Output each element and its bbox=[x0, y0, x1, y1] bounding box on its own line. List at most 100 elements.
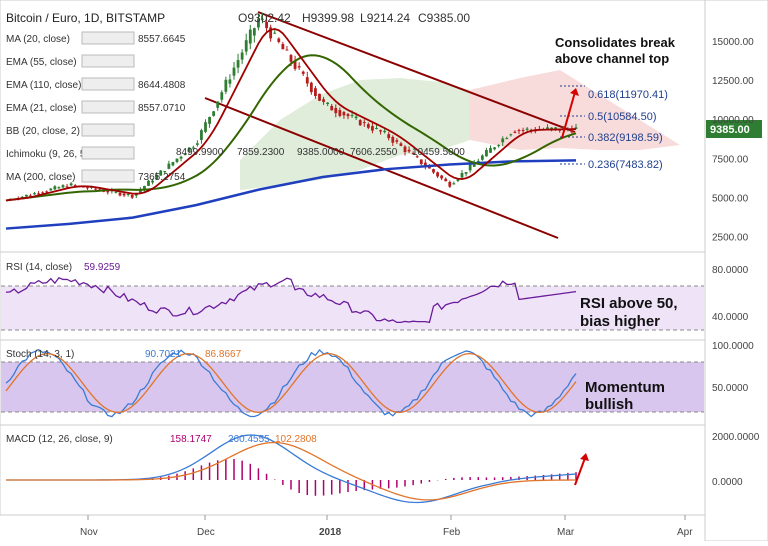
candle-body bbox=[448, 181, 452, 187]
candle-body bbox=[195, 143, 199, 145]
legend-label-3: EMA (21, close) bbox=[6, 103, 77, 114]
candle-body bbox=[155, 174, 159, 180]
candle-body bbox=[371, 126, 374, 131]
legend-controls-6 bbox=[81, 169, 135, 183]
candle-body bbox=[269, 27, 273, 39]
candle-body bbox=[574, 127, 578, 129]
candle-body bbox=[489, 148, 492, 153]
annotation-main-line2: above channel top bbox=[555, 51, 669, 66]
candle-body bbox=[326, 102, 330, 105]
candle-body bbox=[106, 190, 110, 193]
fib-label-50: 0.5(10584.50) bbox=[588, 111, 657, 123]
rsi-line bbox=[5, 276, 577, 324]
candle-body bbox=[338, 110, 342, 116]
candle-body bbox=[521, 129, 525, 131]
price-tick-2: 10000.00 bbox=[712, 115, 754, 126]
candle-body bbox=[114, 191, 118, 193]
rsi-legend-label: RSI (14, close) bbox=[6, 262, 72, 273]
stoch-tick-0: 100.0000 bbox=[712, 341, 754, 352]
ohlc-o: O9302.42 bbox=[238, 11, 291, 25]
candle-body bbox=[118, 192, 122, 196]
candle-body bbox=[248, 29, 252, 44]
ohlc-l: L9214.24 bbox=[360, 11, 410, 25]
candle-body bbox=[29, 195, 32, 197]
stoch-legend-label: Stoch (14, 3, 1) bbox=[6, 349, 74, 360]
breakout-arrow bbox=[561, 91, 576, 139]
legend-label-6: MA (200, close) bbox=[6, 172, 75, 183]
candle-body bbox=[460, 173, 464, 178]
macd-histogram bbox=[37, 459, 577, 496]
candle-body bbox=[285, 49, 289, 51]
candle-body bbox=[167, 163, 171, 169]
ichimoku-value-3: 7606.2550 bbox=[350, 147, 398, 158]
axis-ticks: 15000.00 12500.00 10000.00 7500.00 5000.00 25… bbox=[80, 37, 760, 538]
legend-controls-3 bbox=[81, 100, 135, 114]
candle-body bbox=[41, 192, 45, 194]
candle-body bbox=[204, 122, 207, 132]
candle-body bbox=[49, 188, 53, 191]
ichimoku-value-4: 10459.5000 bbox=[412, 147, 465, 158]
candle-body bbox=[497, 145, 501, 147]
candle-body bbox=[436, 172, 439, 177]
candle-body bbox=[257, 18, 260, 28]
candle-body bbox=[550, 127, 553, 130]
legend-value-6: 7365.2754 bbox=[138, 172, 186, 183]
candle-body bbox=[444, 178, 448, 182]
candle-body bbox=[65, 186, 69, 188]
candle-body bbox=[546, 127, 549, 130]
candle-body bbox=[407, 149, 411, 152]
candle-body bbox=[147, 180, 150, 186]
candle-body bbox=[216, 101, 220, 108]
candle-body bbox=[297, 66, 301, 68]
candle-body bbox=[464, 172, 468, 174]
macd-legend-v1: 158.1747 bbox=[170, 434, 212, 445]
candle-body bbox=[318, 93, 321, 101]
candle-body bbox=[354, 116, 358, 119]
candle-body bbox=[314, 88, 317, 97]
candle-body bbox=[403, 146, 407, 153]
candle-body bbox=[86, 187, 89, 189]
candle-body bbox=[432, 169, 435, 173]
candle-body bbox=[472, 162, 476, 167]
annotation-stoch-line2: bullish bbox=[585, 396, 633, 413]
candle-body bbox=[94, 188, 97, 190]
macd-legend-v2: 260.4555 bbox=[228, 434, 270, 445]
rsi-tick-0: 80.0000 bbox=[712, 265, 749, 276]
candle-body bbox=[342, 112, 346, 116]
annotation-rsi-line2: bias higher bbox=[580, 313, 660, 330]
candle-body bbox=[379, 130, 382, 132]
candle-body bbox=[391, 136, 395, 143]
legend-label-5: Ichimoku (9, 26, 52, 26) bbox=[6, 149, 111, 160]
channel-top-line bbox=[257, 11, 576, 133]
candle-body bbox=[273, 32, 277, 34]
candle-body bbox=[493, 147, 496, 150]
ohlc-h: H9399.98 bbox=[302, 11, 354, 25]
indicator-legend: MA (20, close) 8557.6645 EMA (55, close) EM… bbox=[6, 31, 465, 183]
candle-body bbox=[232, 67, 236, 76]
fib-label-618: 0.618(11970.41) bbox=[588, 89, 668, 101]
breakout-arrow-head bbox=[570, 88, 579, 96]
legend-controls-2 bbox=[81, 77, 135, 91]
candle-body bbox=[554, 127, 558, 130]
price-axis[interactable] bbox=[704, 0, 768, 542]
macd-panel[interactable] bbox=[0, 424, 706, 516]
ichimoku-value-0: 8499.9900 bbox=[176, 147, 224, 158]
legend-label-4: BB (20, close, 2) bbox=[6, 126, 80, 137]
ma20-line bbox=[5, 28, 577, 202]
candle-body bbox=[277, 38, 281, 42]
legend-label-0: MA (20, close) bbox=[6, 34, 70, 45]
candle-body bbox=[20, 196, 24, 198]
ichimoku-value-2: 9385.0000 bbox=[297, 147, 345, 158]
macd-tick-1: 0.0000 bbox=[712, 477, 743, 488]
candle-body bbox=[265, 21, 268, 29]
macd-legend-v3: 102.2808 bbox=[275, 434, 317, 445]
annotation-main-line1: Consolidates break bbox=[555, 35, 676, 50]
candle-body bbox=[224, 79, 228, 92]
candle-body bbox=[334, 108, 338, 114]
fib-label-236: 0.236(7483.82) bbox=[588, 159, 663, 171]
price-tick-0: 15000.00 bbox=[712, 37, 754, 48]
candle-body bbox=[423, 162, 427, 167]
candle-body bbox=[509, 134, 513, 136]
ohlc-c: C9385.00 bbox=[418, 11, 470, 25]
